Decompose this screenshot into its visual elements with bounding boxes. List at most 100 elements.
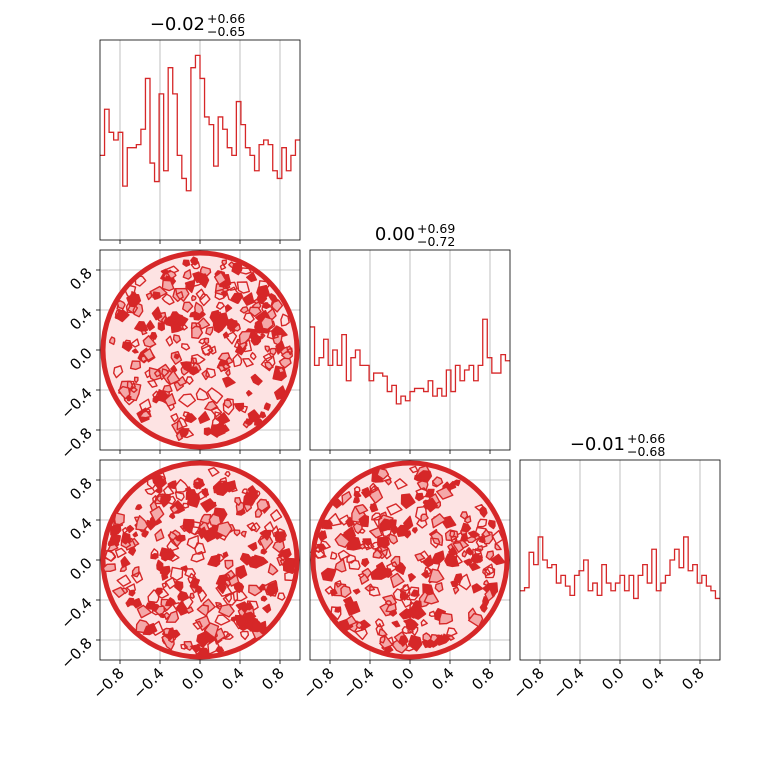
density-contour (313, 550, 327, 559)
density-contour (352, 588, 361, 595)
y-tick-label: −0.4 (57, 594, 95, 632)
density-contour (235, 564, 248, 580)
density-contour (232, 353, 243, 368)
density-contour (407, 634, 423, 652)
density-contour (343, 596, 355, 609)
density-contour (170, 504, 180, 514)
density-contour (112, 365, 124, 379)
density-contour (240, 530, 247, 538)
x-tick-label: −0.8 (509, 664, 547, 702)
density-contour (156, 559, 164, 572)
density-contour (248, 306, 262, 317)
title-upper-error: +0.66 (207, 11, 245, 26)
density-contour (174, 580, 184, 593)
density-contour (446, 627, 458, 637)
density-contour (132, 531, 139, 538)
density-contour (190, 261, 201, 270)
density-contour (219, 263, 227, 271)
density-contour (185, 606, 194, 614)
density-contour (250, 522, 261, 533)
density-contour (130, 386, 138, 393)
density-contour (154, 471, 167, 483)
density-contour (459, 511, 469, 520)
density-contour (120, 556, 131, 569)
density-contour (245, 271, 258, 283)
density-contour (436, 486, 454, 500)
density-contour (216, 582, 227, 594)
density-contour (121, 527, 129, 534)
y-tick-label: 0.0 (66, 344, 96, 374)
density-contour (123, 283, 137, 299)
density-contour (225, 368, 231, 377)
density-contour (102, 549, 117, 562)
density-contour (390, 524, 399, 535)
density-contour (180, 343, 191, 351)
density-contour (468, 562, 481, 571)
density-contour (255, 330, 264, 341)
x-tick-label: 0.4 (428, 664, 458, 694)
density-contour (231, 262, 243, 276)
density-contour (168, 512, 176, 520)
density-contour (260, 333, 266, 340)
x-tick-label: −0.4 (549, 664, 587, 702)
density-contour (428, 610, 436, 617)
density-contour (453, 479, 461, 487)
hist-title-2: 0.00 +0.69−0.72 (375, 221, 455, 249)
density-contour (420, 513, 429, 522)
density-contour (222, 590, 239, 606)
density-contour (272, 540, 285, 553)
density-contour (230, 292, 243, 304)
joint-1-y-ticks: −0.8−0.4 0.0 0.4 0.8 (57, 264, 100, 463)
density-contour (238, 330, 253, 346)
density-contour (438, 612, 454, 625)
histogram-3 (520, 536, 720, 600)
density-contour (206, 387, 224, 404)
density-contour (165, 610, 180, 623)
density-contour (165, 597, 177, 607)
density-contour (161, 279, 175, 292)
density-contour (154, 486, 163, 494)
density-contour (260, 355, 276, 372)
hist-1-x-ticks (119, 240, 281, 244)
density-contour (242, 358, 254, 368)
density-contour (391, 620, 401, 628)
density-contour (447, 480, 457, 491)
density-contour (161, 552, 171, 562)
density-contour (233, 529, 241, 537)
density-contour (265, 581, 279, 597)
density-contour (375, 618, 385, 628)
density-contour (102, 563, 117, 572)
density-contour (175, 431, 184, 442)
density-contour (140, 329, 148, 336)
x-tick-label: 0.0 (598, 664, 628, 694)
density-contour (205, 367, 217, 379)
title-value: 0.00 (375, 224, 415, 245)
title-upper-error: +0.69 (417, 221, 455, 236)
density-contour (182, 269, 192, 280)
density-contour (401, 626, 412, 635)
density-contour (193, 275, 205, 287)
density-contour (126, 395, 132, 402)
density-contour (239, 630, 250, 641)
density-contour (213, 271, 227, 286)
joint-3-x-ticks: −0.8 −0.4 0.0 0.4 0.8 (299, 660, 498, 703)
density-contour (162, 627, 171, 636)
density-contour (198, 411, 211, 424)
density-contour (337, 549, 351, 561)
x-tick-label: −0.4 (129, 664, 167, 702)
density-contour (215, 521, 233, 538)
density-contour (207, 554, 221, 568)
density-contour (334, 606, 342, 613)
density-contour (465, 536, 477, 543)
density-contour (234, 614, 248, 628)
density-contour (128, 589, 136, 597)
density-contour (222, 551, 229, 559)
density-contour (107, 533, 122, 546)
density-contour (465, 547, 474, 556)
density-contour (108, 336, 116, 346)
density-contour (256, 498, 270, 512)
density-contour (177, 590, 190, 602)
density-contour (377, 546, 383, 553)
density-contour (149, 505, 165, 523)
density-contour (149, 332, 158, 340)
